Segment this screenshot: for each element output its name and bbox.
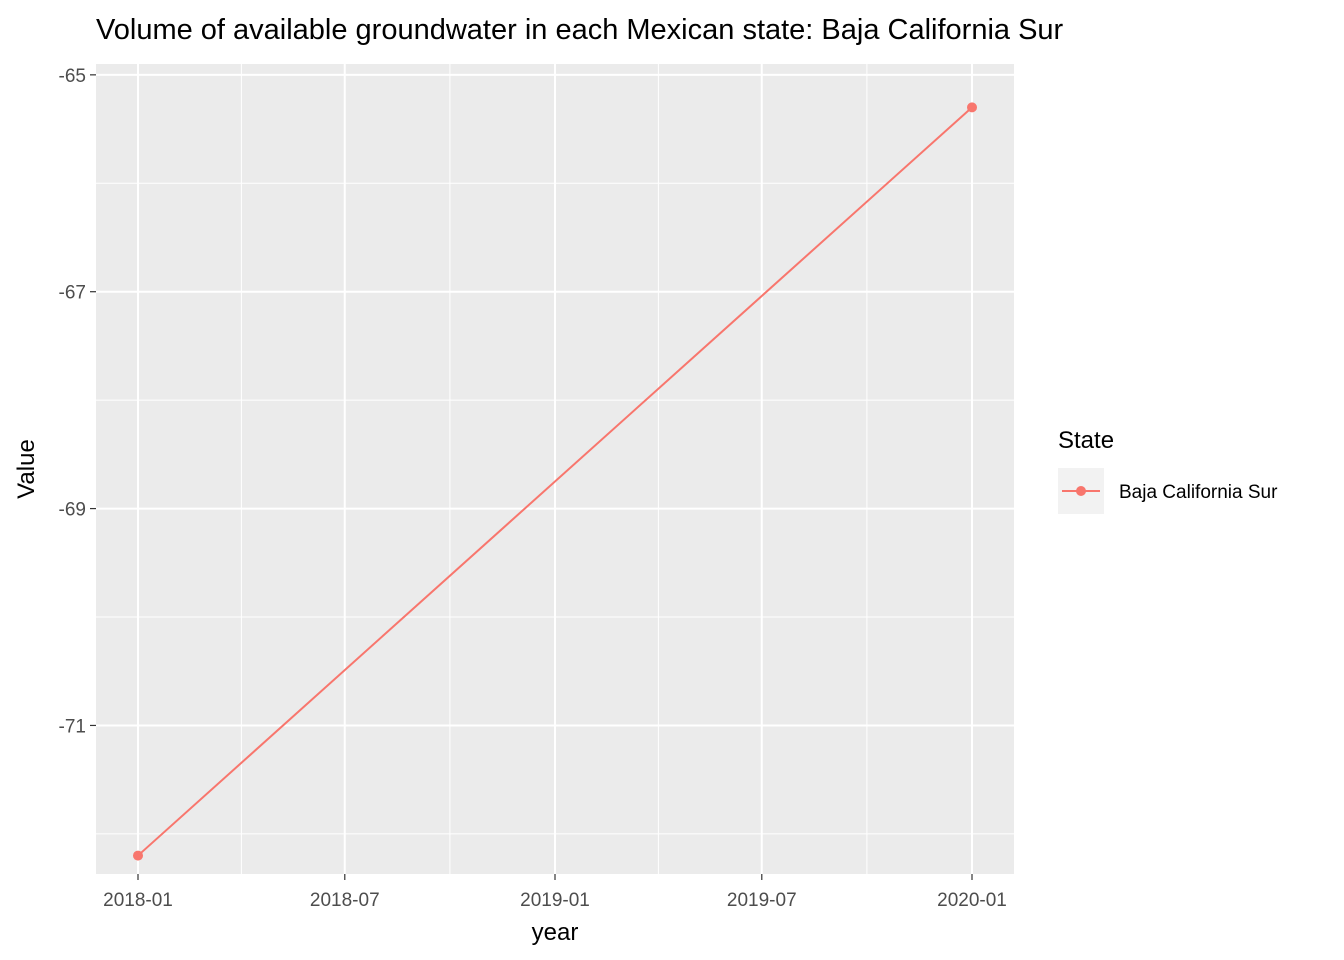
data-point [133, 850, 143, 861]
legend-key-point [1076, 486, 1086, 496]
y-axis: -65 -67 -69 -71 [59, 66, 96, 737]
x-axis-title: year [532, 919, 579, 946]
data-point [967, 102, 977, 113]
x-tick-label: 2018-07 [310, 890, 380, 911]
x-tick-label: 2018-01 [103, 890, 173, 911]
y-tick-label: -69 [59, 500, 86, 521]
y-tick-label: -71 [59, 716, 86, 737]
legend: State Baja California Sur [1058, 427, 1278, 514]
x-tick-label: 2019-07 [727, 890, 797, 911]
y-tick-label: -67 [59, 283, 86, 304]
x-tick-label: 2019-01 [520, 890, 590, 911]
series-line [137, 106, 973, 857]
legend-title: State [1058, 427, 1114, 454]
y-tick-label: -65 [59, 66, 86, 87]
series-layer [133, 102, 977, 861]
y-axis-title: Value [13, 439, 40, 499]
grid-major [96, 64, 1014, 874]
x-tick-label: 2020-01 [937, 890, 1007, 911]
chart-title: Volume of available groundwater in each … [96, 14, 1064, 46]
legend-label-baja-california-sur: Baja California Sur [1119, 482, 1278, 503]
x-axis: 2018-01 2018-07 2019-01 2019-07 2020-01 [103, 874, 1007, 911]
